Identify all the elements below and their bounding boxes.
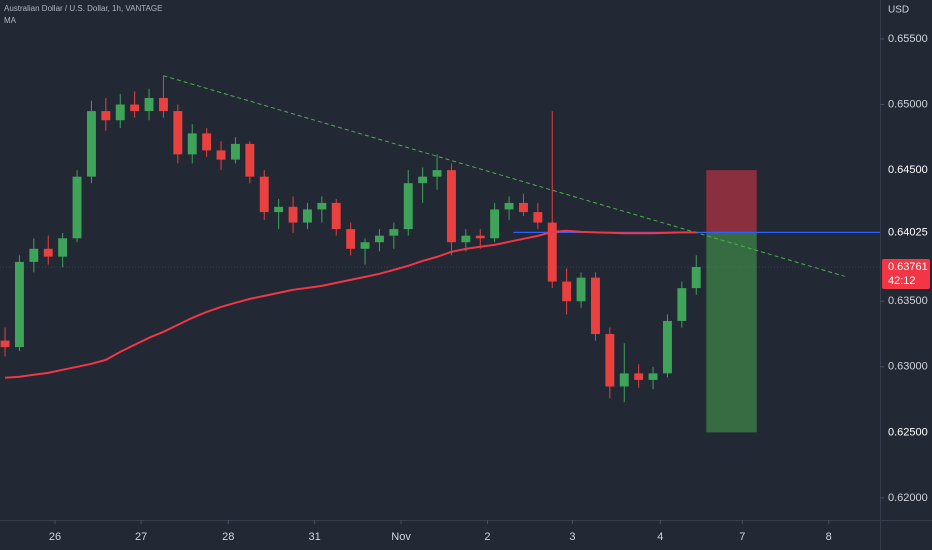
candle-body	[259, 176, 269, 213]
candle-body	[187, 133, 197, 155]
candle-body	[691, 267, 701, 289]
last-price-box	[882, 259, 930, 290]
candle-body	[115, 104, 125, 121]
x-tick-label: 7	[739, 531, 745, 543]
candle-body	[288, 206, 298, 223]
candle-body	[29, 248, 39, 262]
candle-body	[518, 202, 528, 213]
candle-body	[130, 104, 140, 112]
x-tick-label: Nov	[391, 531, 411, 543]
candle-body	[374, 235, 384, 243]
candle-body	[274, 206, 284, 213]
x-tick-label: 31	[309, 531, 321, 543]
candle-body	[58, 238, 68, 257]
candle-body	[302, 209, 312, 223]
candle-body	[317, 202, 327, 210]
candle-body	[547, 222, 557, 282]
candle-body	[72, 176, 82, 239]
candle-body	[590, 277, 600, 335]
stop-zone	[706, 170, 757, 233]
candle-body	[619, 373, 629, 387]
x-tick-label: 26	[49, 531, 61, 543]
y-tick-label: 0.65000	[888, 98, 928, 110]
moving-average	[4, 229, 697, 379]
axis-label: USD	[888, 5, 909, 16]
candle-body	[158, 97, 168, 112]
candle-body	[605, 334, 615, 387]
indicator-label: MA	[4, 16, 17, 25]
candle-body	[389, 229, 399, 236]
x-tick-label: 3	[569, 531, 575, 543]
entry-price-label: 0.64025	[888, 226, 928, 238]
stop-price-label: 0.64500	[888, 164, 928, 176]
candle-body	[490, 209, 500, 239]
candle-body	[533, 212, 543, 223]
target-zone	[706, 232, 757, 433]
candle-body	[144, 97, 154, 112]
candle-body	[418, 176, 428, 184]
target-price-label: 0.62500	[888, 426, 928, 438]
candle-body	[230, 143, 240, 160]
candle-body	[202, 133, 212, 151]
candle-body	[0, 340, 10, 348]
candle-body	[216, 150, 226, 160]
y-tick-label: 0.62000	[888, 492, 928, 504]
trendline	[163, 75, 845, 277]
candle-body	[245, 143, 255, 177]
candle-body	[576, 277, 586, 302]
candle-body	[475, 235, 485, 239]
x-tick-label: 28	[222, 531, 234, 543]
y-tick-label: 0.63500	[888, 295, 928, 307]
candle-body	[403, 183, 413, 230]
y-tick-label: 0.63000	[888, 361, 928, 373]
candle-body	[504, 202, 514, 210]
candle-body	[662, 320, 672, 374]
candle-body	[14, 261, 24, 348]
x-tick-label: 2	[484, 531, 490, 543]
candle-body	[346, 229, 356, 249]
candle-body	[634, 373, 644, 380]
chart-title: Australian Dollar / U.S. Dollar, 1h, VAN…	[4, 4, 162, 13]
x-tick-label: 4	[657, 531, 663, 543]
candle-body	[461, 235, 471, 243]
candle-body	[432, 170, 442, 177]
candle-body	[173, 111, 183, 155]
x-tick-label: 27	[135, 531, 147, 543]
x-tick-label: 8	[826, 531, 832, 543]
candle-body	[562, 281, 572, 302]
candle-body	[331, 202, 341, 230]
candle-body	[360, 242, 370, 249]
candle-body	[43, 248, 53, 257]
y-tick-label: 0.65500	[888, 33, 928, 45]
candle-body	[677, 288, 687, 321]
candle-body	[86, 111, 96, 177]
candle-body	[101, 111, 111, 121]
candle-body	[648, 373, 658, 380]
countdown: 42:12	[888, 275, 916, 287]
candle-body	[446, 170, 456, 243]
last-price-label: 0.63761	[888, 261, 928, 273]
